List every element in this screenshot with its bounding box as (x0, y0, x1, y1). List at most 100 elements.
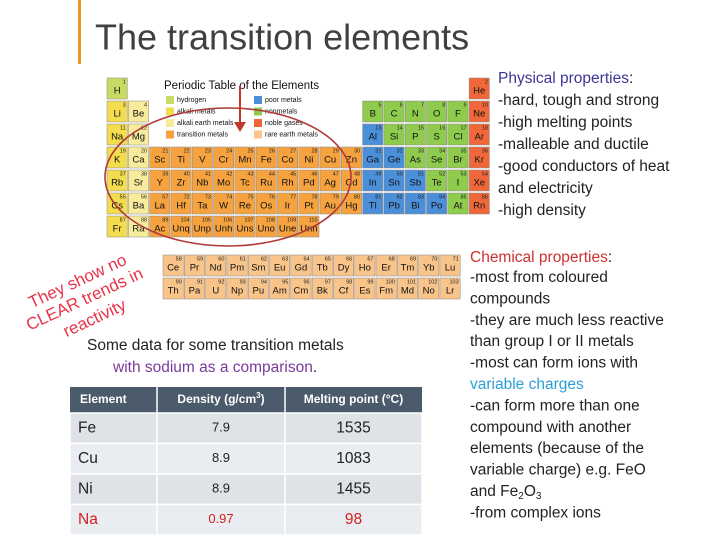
legend-swatch (254, 96, 262, 104)
element-symbol: Au (324, 201, 336, 212)
element-symbol: Es (359, 286, 370, 297)
element-symbol: Ni (304, 155, 313, 166)
element-symbol: In (369, 178, 377, 189)
atomic-number: 8 (442, 102, 445, 108)
element-cell (106, 123, 128, 146)
table-cell: 8.9 (212, 450, 230, 465)
element-cell (426, 169, 448, 192)
chemical-line: -most can form ions with (470, 355, 638, 372)
intro-line: Some data for some transition metals (87, 337, 344, 354)
atomic-number: 80 (354, 194, 360, 200)
element-cell (128, 146, 149, 169)
element-symbol: Fm (379, 286, 393, 297)
element-cell (184, 254, 205, 277)
atomic-number: 31 (375, 148, 381, 154)
element-symbol: Sc (154, 155, 165, 166)
atomic-number: 26 (269, 148, 275, 154)
element-symbol: Dy (338, 263, 350, 274)
atomic-number: 2 (485, 79, 488, 85)
table-header-part: ) (261, 392, 265, 406)
table-header-part: Melting point (°C) (304, 392, 403, 406)
atomic-number: 70 (431, 256, 437, 262)
element-cell (255, 169, 277, 192)
atomic-number: 38 (141, 171, 147, 177)
element-symbol: Pr (190, 263, 200, 274)
atomic-number: 98 (346, 279, 352, 285)
element-cell (333, 277, 354, 300)
element-cell (362, 100, 384, 123)
element-cell (447, 146, 469, 169)
slide-title: The transition elements (95, 17, 469, 58)
chemical-line: compound with another (470, 419, 631, 436)
element-cell (404, 146, 426, 169)
element-cell (106, 77, 128, 100)
element-symbol: Pd (303, 178, 315, 189)
element-symbol: Cf (339, 286, 349, 297)
atomic-number: 50 (397, 171, 403, 177)
atomic-number: 72 (184, 194, 190, 200)
atomic-number: 3 (123, 102, 126, 108)
element-symbol: Tl (369, 201, 377, 212)
table-cell: 1535 (336, 419, 370, 436)
atomic-number: 71 (453, 256, 459, 262)
atomic-number: 14 (397, 125, 403, 131)
element-cell (447, 123, 469, 146)
element-cell (128, 169, 149, 192)
element-symbol: Unp (194, 224, 211, 235)
table-cell: 1083 (336, 450, 370, 467)
atomic-number: 59 (197, 256, 203, 262)
element-cell (162, 277, 184, 300)
element-cell (298, 169, 320, 192)
atomic-number: 64 (303, 256, 309, 262)
element-cell (149, 146, 171, 169)
element-cell (277, 146, 298, 169)
element-cell (106, 192, 128, 215)
atomic-number: 86 (482, 194, 488, 200)
atomic-number: 68 (389, 256, 395, 262)
atomic-number: 9 (464, 102, 467, 108)
element-symbol: Tc (240, 178, 250, 189)
element-cell (247, 277, 269, 300)
atomic-number: 23 (205, 148, 211, 154)
element-cell (277, 169, 298, 192)
atomic-number: 62 (261, 256, 267, 262)
atomic-number: 110 (309, 217, 318, 223)
legend-swatch (254, 107, 262, 116)
atomic-number: 25 (247, 148, 253, 154)
element-symbol: Ir (285, 201, 291, 212)
physical-line: and electricity (498, 180, 593, 197)
atomic-number: 104 (181, 217, 190, 223)
element-cell (383, 123, 405, 146)
legend-label: hydrogen (177, 97, 206, 104)
atomic-number: 102 (428, 279, 437, 285)
element-symbol: Pb (388, 201, 400, 212)
legend-swatch (166, 119, 174, 127)
atomic-number: 69 (410, 256, 416, 262)
element-symbol: Unh (215, 224, 232, 235)
table-header: Melting point (°C) (304, 392, 403, 406)
intro-line-part: with sodium as a comparison (112, 359, 313, 376)
element-symbol: U (212, 286, 219, 297)
atomic-number: 28 (311, 148, 317, 154)
element-symbol: Ba (133, 201, 145, 212)
element-symbol: Ca (132, 155, 145, 166)
element-symbol: Ga (366, 155, 379, 166)
physical-line: -hard, tough and strong (498, 92, 659, 109)
element-symbol: Re (239, 201, 251, 212)
element-cell (418, 254, 440, 277)
element-symbol: Cl (453, 132, 462, 143)
atomic-number: 84 (439, 194, 445, 200)
element-cell (426, 192, 448, 215)
table-header-part: Element (80, 392, 127, 406)
atomic-number: 12 (141, 125, 147, 131)
table-header: Element (80, 392, 127, 406)
legend-label: transition metals (177, 131, 228, 138)
element-cell (290, 277, 312, 300)
chemical-heading: Chemical properties: (470, 249, 612, 266)
chemical-line: than group I or II metals (470, 333, 634, 350)
atomic-number: 36 (482, 148, 488, 154)
element-symbol: H (114, 86, 121, 97)
element-symbol: Si (390, 132, 398, 143)
chemical-line: variable charges (470, 376, 584, 393)
element-cell (468, 77, 490, 100)
